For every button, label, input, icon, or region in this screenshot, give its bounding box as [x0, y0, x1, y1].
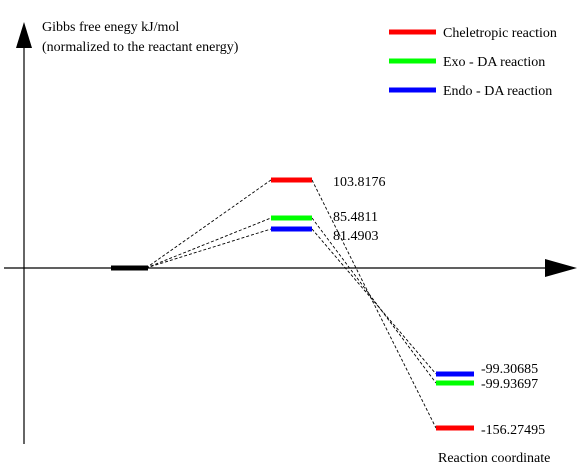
legend-label-endo: Endo - DA reaction — [443, 84, 552, 99]
x-axis-title: Reaction coordinate — [438, 451, 550, 466]
legend-label-cheletropic: Cheletropic reaction — [443, 26, 557, 41]
transition-states: 103.8176 85.4811 81.4903 — [271, 175, 386, 244]
y-axis-title-line2: (normalized to the reactant energy) — [42, 40, 239, 55]
y-axis-arrowhead — [16, 22, 32, 48]
ts-value-exo: 85.4811 — [333, 210, 378, 225]
connector-ts-exo-to-product — [311, 217, 437, 384]
y-axis-title-line1: Gibbs free enegy kJ/mol — [42, 20, 179, 35]
ts-value-cheletropic: 103.8176 — [333, 175, 386, 190]
connector-ts-cheletropic-to-product — [311, 179, 437, 429]
product-value-cheletropic: -156.27495 — [481, 423, 545, 438]
product-value-endo: -99.30685 — [481, 362, 538, 377]
connectors — [145, 179, 437, 429]
axes — [4, 22, 577, 444]
ts-value-endo: 81.4903 — [333, 229, 379, 244]
connector-reactant-to-ts-exo — [145, 217, 272, 269]
connector-ts-endo-to-product — [311, 228, 437, 375]
products: -99.30685 -99.93697 -156.27495 — [436, 362, 545, 438]
x-axis-arrowhead — [545, 259, 577, 277]
legend-label-exo: Exo - DA reaction — [443, 55, 545, 70]
connector-reactant-to-ts-cheletropic — [145, 179, 272, 269]
product-value-exo: -99.93697 — [481, 377, 538, 392]
legend: Cheletropic reaction Exo - DA reaction E… — [389, 26, 557, 99]
connector-reactant-to-ts-endo — [145, 228, 272, 269]
